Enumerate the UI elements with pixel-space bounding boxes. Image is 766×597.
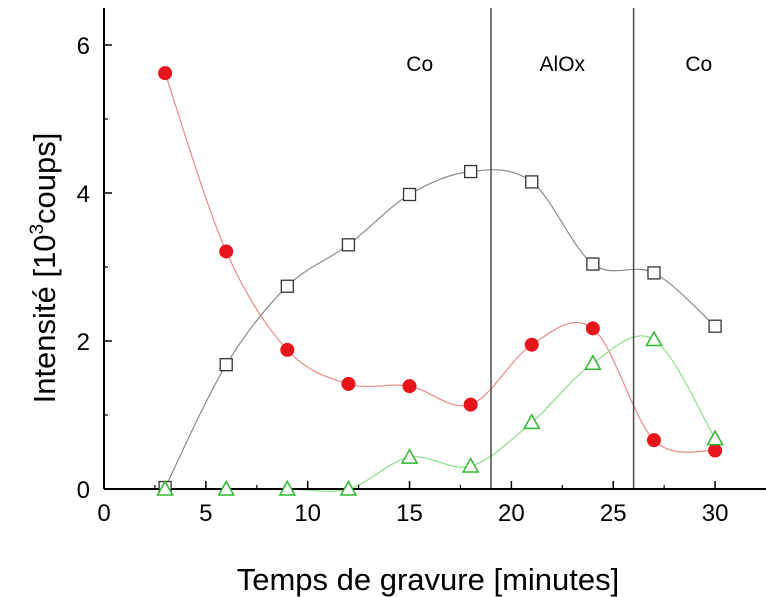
series-1-point	[280, 279, 294, 293]
x-tick-label-15: 15	[396, 500, 423, 527]
series-lines	[164, 72, 716, 492]
region-label-0: Co	[406, 53, 433, 76]
series-1-point	[341, 238, 356, 252]
region-label-1: AlOx	[540, 53, 586, 76]
series-1-point	[708, 319, 722, 333]
axes	[103, 8, 766, 490]
series-2-point	[584, 354, 602, 370]
series-2-point	[645, 330, 663, 347]
x-tick-label-30: 30	[702, 500, 729, 527]
y-tick-label-4: 4	[77, 181, 90, 208]
series-2-point	[217, 479, 235, 496]
series-1-point	[647, 266, 661, 280]
y-tick-label-0: 0	[77, 477, 90, 504]
x-tick-label-10: 10	[294, 500, 321, 527]
series-markers	[156, 66, 724, 496]
series-0-point	[463, 397, 478, 412]
x-tick-label-0: 0	[97, 500, 110, 527]
x-tick-label-25: 25	[600, 500, 627, 527]
series-1-point	[402, 187, 417, 202]
series-1-point	[219, 358, 233, 372]
series-0-point	[158, 66, 173, 81]
series-0-point	[585, 321, 600, 336]
y-axis-title-sup: 3	[27, 224, 48, 235]
series-0-point	[280, 342, 295, 357]
x-axis-title: Temps de gravure [minutes]	[237, 562, 620, 597]
series-1-point	[586, 257, 600, 271]
series-2-point	[522, 413, 541, 430]
region-labels: Co AlOx Co	[406, 53, 712, 76]
series-0-point	[219, 244, 234, 259]
y-axis-title-prefix: Intensité [10	[27, 235, 62, 404]
series-1-point	[463, 164, 478, 179]
tick-labels: 0 5 10 15 20 25 30 0 2 4 6	[77, 33, 729, 527]
series-1-line	[164, 169, 716, 488]
series-2-line	[165, 335, 716, 492]
series-0-point	[341, 376, 356, 391]
series-2-point	[339, 479, 358, 496]
series-0-line	[164, 72, 716, 453]
series-2-point	[156, 479, 174, 496]
series-0-point	[646, 433, 661, 448]
x-tick-label-20: 20	[498, 500, 525, 527]
region-label-2: Co	[685, 53, 712, 76]
series-0-point	[708, 443, 723, 458]
region-boundaries	[490, 8, 635, 489]
series-0-point	[524, 337, 539, 352]
y-axis-title-suffix: coups]	[27, 133, 62, 224]
y-axis-title: Intensité [103coups]	[27, 133, 62, 404]
y-tick-label-2: 2	[77, 329, 90, 356]
series-2-point	[400, 448, 419, 464]
y-tick-label-6: 6	[77, 33, 90, 60]
series-2-point	[278, 479, 297, 496]
series-0-point	[402, 379, 417, 394]
series-1-point	[525, 175, 539, 189]
series-2-point	[461, 457, 480, 473]
x-tick-label-5: 5	[199, 500, 212, 527]
series-2-point	[706, 429, 724, 446]
